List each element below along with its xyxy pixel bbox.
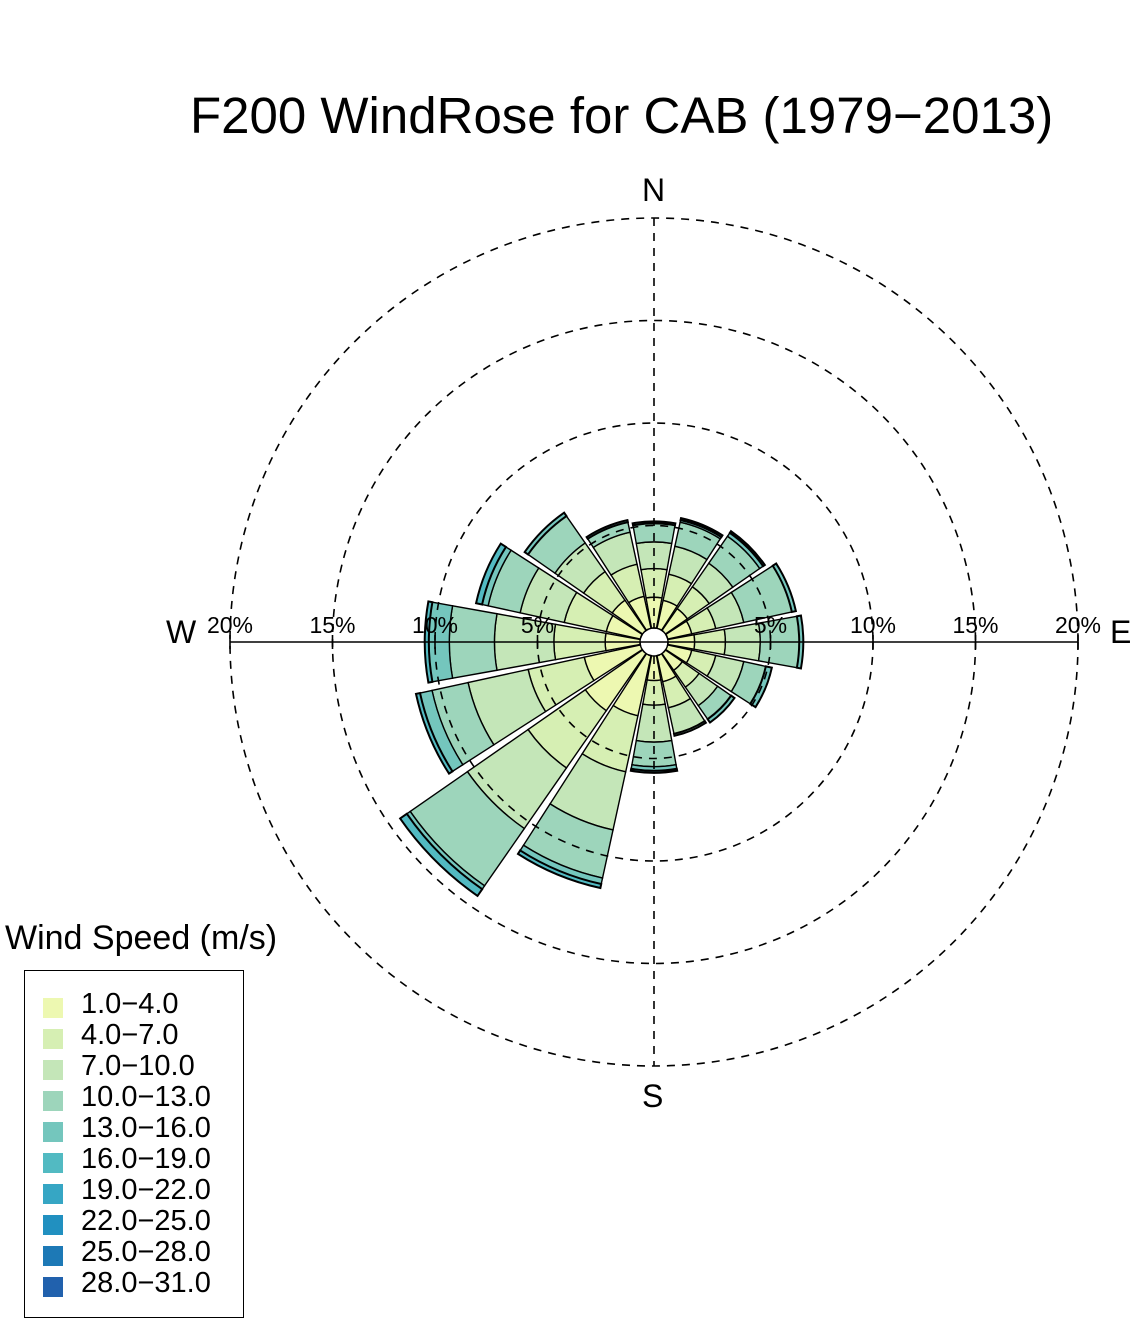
- compass-label-north: N: [642, 172, 666, 208]
- legend-label: 10.0−13.0: [81, 1081, 211, 1113]
- legend-swatch: [43, 1029, 63, 1049]
- ring-label: 20%: [1055, 612, 1101, 638]
- sector-sse: [656, 652, 708, 737]
- legend-swatch: [43, 1184, 63, 1204]
- sector-sw: [398, 649, 647, 898]
- ring-label-layer: 5% 5% 10% 10% 15% 15% 20% 20%: [207, 612, 1101, 638]
- legend-label: 16.0−19.0: [81, 1143, 211, 1175]
- legend-title: Wind Speed (m/s): [5, 919, 278, 957]
- compass-label-east: E: [1110, 614, 1132, 650]
- legend-swatch: [43, 1215, 63, 1235]
- sector-ne: [661, 529, 767, 635]
- legend-swatch: [43, 1246, 63, 1266]
- legend-swatch: [43, 1153, 63, 1173]
- legend: 1.0−4.0 4.0−7.0 7.0−10.0 10.0−13.0 13.0−…: [24, 970, 244, 1318]
- sector-nw: [523, 511, 647, 635]
- legend-label: 7.0−10.0: [81, 1050, 195, 1082]
- legend-label: 28.0−31.0: [81, 1267, 211, 1299]
- sector-segment: [672, 719, 708, 737]
- legend-label: 4.0−7.0: [81, 1019, 179, 1051]
- ring-label: 10%: [850, 612, 896, 638]
- compass-label-west: W: [166, 614, 197, 650]
- legend-item: 13.0−16.0: [41, 1113, 241, 1143]
- ring-label: 5%: [754, 612, 787, 638]
- legend-item: 7.0−10.0: [41, 1051, 241, 1081]
- legend-swatch: [43, 998, 63, 1018]
- legend-item: 25.0−28.0: [41, 1237, 241, 1267]
- sector-segment: [585, 518, 630, 541]
- sector-ese: [664, 644, 774, 709]
- sector-segment: [523, 511, 568, 556]
- sector-wsw: [414, 644, 644, 775]
- legend-label: 13.0−16.0: [81, 1112, 211, 1144]
- legend-label: 1.0−4.0: [81, 988, 179, 1020]
- ring-label: 15%: [952, 612, 998, 638]
- legend-label: 22.0−25.0: [81, 1205, 211, 1237]
- legend-item: 1.0−4.0: [41, 989, 241, 1019]
- sector-segment: [414, 691, 454, 775]
- sector-segment: [629, 767, 679, 774]
- legend-label: 19.0−22.0: [81, 1174, 211, 1206]
- legend-swatch: [43, 1060, 63, 1080]
- sector-segment: [706, 694, 736, 724]
- sector-segment: [398, 812, 484, 898]
- sector-wnw: [474, 542, 644, 640]
- sector-ssw: [516, 652, 652, 890]
- ring-label: 10%: [412, 612, 458, 638]
- legend-swatch: [43, 1122, 63, 1142]
- legend-item: 19.0−22.0: [41, 1175, 241, 1205]
- compass-label-south: S: [642, 1078, 664, 1114]
- legend-swatch: [43, 1091, 63, 1111]
- chart-title: F200 WindRose for CAB (1979−2013): [190, 87, 1054, 144]
- sector-segment: [728, 529, 767, 568]
- ring-label: 5%: [521, 612, 554, 638]
- sectors-layer: [398, 511, 805, 898]
- sector-segment: [474, 542, 508, 606]
- legend-item: 16.0−19.0: [41, 1144, 241, 1174]
- sector-nne: [656, 516, 724, 632]
- legend-item: 28.0−31.0: [41, 1268, 241, 1298]
- sector-ene: [664, 562, 798, 640]
- legend-swatch: [43, 1277, 63, 1297]
- legend-item: 4.0−7.0: [41, 1020, 241, 1050]
- ring-label: 20%: [207, 612, 253, 638]
- sector-se: [661, 649, 736, 724]
- legend-label: 25.0−28.0: [81, 1236, 211, 1268]
- sector-segment: [516, 849, 603, 890]
- legend-item: 10.0−13.0: [41, 1082, 241, 1112]
- sector-segment: [679, 516, 724, 539]
- sector-segment: [771, 562, 798, 614]
- legend-item: 22.0−25.0: [41, 1206, 241, 1236]
- ring-label: 15%: [309, 612, 355, 638]
- grid-layer: [229, 217, 1079, 1067]
